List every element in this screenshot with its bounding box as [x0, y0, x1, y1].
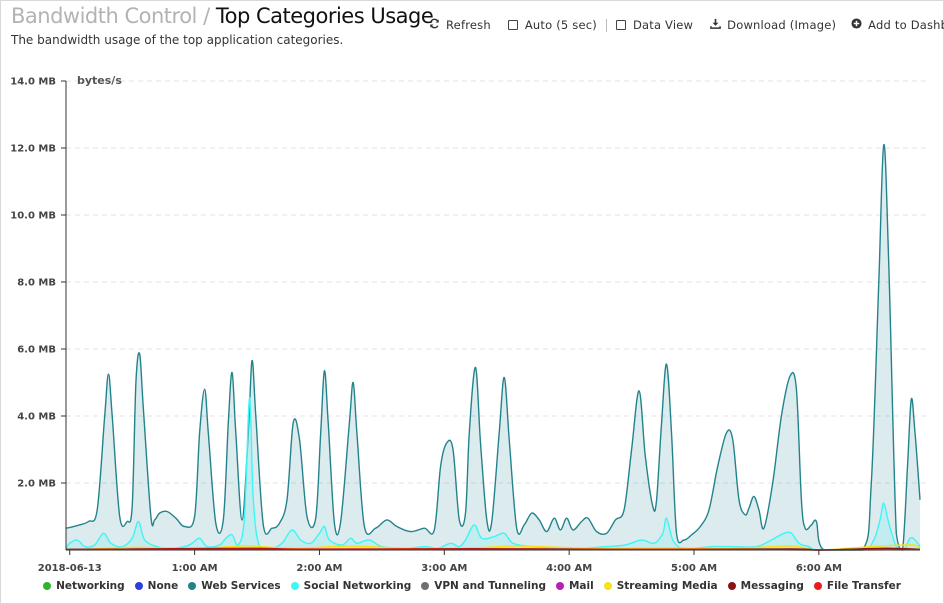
x-tick-label: 6:00 AM: [796, 563, 842, 574]
checkbox-icon: [615, 20, 626, 30]
legend-label: Streaming Media: [616, 580, 718, 592]
legend-item-mail[interactable]: Mail: [555, 580, 594, 592]
data-view-checkbox[interactable]: Data View: [615, 18, 694, 32]
legend-item-streaming-media[interactable]: Streaming Media: [603, 580, 718, 592]
y-axis-unit-label: bytes/s: [77, 74, 122, 87]
legend-item-vpn-and-tunneling[interactable]: VPN and Tunneling: [421, 580, 546, 592]
legend-swatch: [43, 582, 52, 590]
y-axis-ticks: 14.0 MB 12.0 MB 10.0 MB 8.0 MB 6.0 MB 4.0 MB 2…: [10, 77, 66, 490]
plus-circle-icon: [850, 18, 862, 32]
chart-legend: Networking None Web Services Social Network…: [0, 580, 944, 592]
x-tick-label: 5:00 AM: [671, 563, 717, 574]
legend-swatch: [290, 582, 299, 590]
checkbox-icon: [507, 20, 518, 30]
series-line-web-services: [65, 143, 921, 551]
series-area-web-services: [66, 144, 920, 550]
breadcrumb-current: Top Categories Usage: [215, 4, 434, 28]
legend-swatch: [188, 582, 197, 590]
page-title: Bandwidth Control / Top Categories Usage: [11, 4, 434, 28]
y-tick-label: 10.0 MB: [10, 211, 56, 222]
breadcrumb-parent[interactable]: Bandwidth Control: [11, 4, 197, 28]
y-tick-label: 2.0 MB: [17, 479, 56, 490]
auto-refresh-label: Auto (5 sec): [524, 18, 597, 32]
y-tick-label: 12.0 MB: [10, 144, 56, 155]
download-label: Download (Image): [727, 18, 837, 32]
page-subtitle: The bandwidth usage of the top applicati…: [11, 33, 344, 47]
refresh-icon: [428, 18, 440, 32]
legend-swatch: [813, 582, 822, 590]
legend-label: VPN and Tunneling: [434, 580, 546, 592]
x-tick-label: 2018-06-13: [38, 563, 102, 574]
refresh-label: Refresh: [446, 18, 491, 32]
legend-label: Mail: [568, 580, 594, 592]
legend-label: Networking: [56, 580, 125, 592]
x-tick-label: 4:00 AM: [546, 563, 592, 574]
legend-item-web-services[interactable]: Web Services: [188, 580, 281, 592]
add-to-dashboard-button[interactable]: Add to Dashbo: [850, 18, 944, 32]
breadcrumb-separator: /: [203, 4, 210, 28]
auto-refresh-checkbox[interactable]: Auto (5 sec): [507, 18, 597, 32]
chart-series: [65, 143, 921, 551]
download-image-button[interactable]: Download (Image): [709, 18, 836, 32]
y-tick-label: 8.0 MB: [17, 278, 56, 289]
add-to-dashboard-label: Add to Dashbo: [868, 18, 944, 32]
legend-item-social-networking[interactable]: Social Networking: [290, 580, 412, 592]
toolbar-divider: [605, 18, 607, 32]
legend-label: Web Services: [201, 580, 281, 592]
chart-grid: [66, 80, 930, 484]
legend-swatch: [727, 582, 736, 590]
legend-swatch: [603, 582, 612, 590]
legend-label: None: [147, 580, 179, 592]
x-axis-ticks: 2018-06-13 1:00 AM 2:00 AM 3:00 AM 4:00 AM 5:…: [38, 550, 842, 574]
x-tick-label: 2:00 AM: [296, 563, 342, 574]
refresh-button[interactable]: Refresh: [428, 18, 491, 32]
legend-item-none[interactable]: None: [134, 580, 179, 592]
x-tick-label: 1:00 AM: [172, 563, 218, 574]
data-view-label: Data View: [632, 18, 694, 32]
legend-item-networking[interactable]: Networking: [43, 580, 125, 592]
y-tick-label: 14.0 MB: [10, 77, 56, 88]
legend-swatch: [555, 582, 564, 590]
legend-label: File Transfer: [826, 580, 901, 592]
series-line-social-networking: [65, 396, 921, 551]
toolbar: Refresh Auto (5 sec) Data View Download …: [428, 16, 944, 34]
legend-swatch: [421, 582, 430, 590]
legend-item-file-transfer[interactable]: File Transfer: [813, 580, 901, 592]
y-tick-label: 4.0 MB: [17, 412, 56, 423]
legend-swatch: [134, 582, 143, 590]
legend-item-messaging[interactable]: Messaging: [727, 580, 804, 592]
y-tick-label: 6.0 MB: [17, 345, 56, 356]
download-icon: [709, 18, 721, 32]
legend-label: Social Networking: [303, 580, 412, 592]
legend-label: Messaging: [740, 580, 804, 592]
x-tick-label: 3:00 AM: [421, 563, 467, 574]
